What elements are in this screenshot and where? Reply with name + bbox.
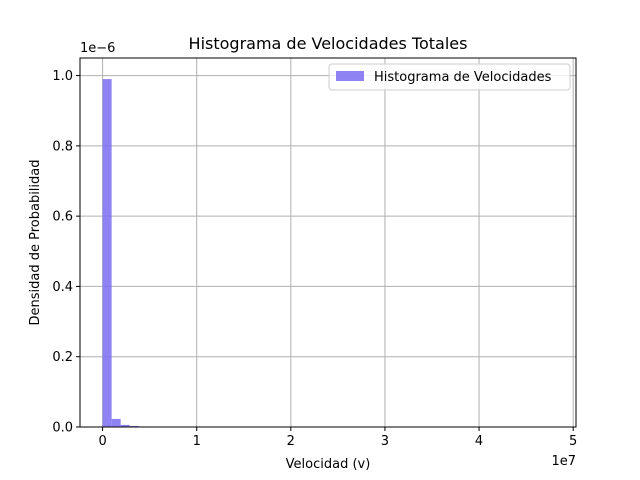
x-tick-label: 3 <box>381 434 389 449</box>
y-tick-label: 0.6 <box>52 210 73 225</box>
y-tick-label: 0.4 <box>52 280 73 295</box>
y-axis-label: Densidad de Probabilidad <box>28 159 43 325</box>
x-axis-offset-label: 1e7 <box>551 454 576 469</box>
y-tick-label: 0.8 <box>52 139 73 154</box>
x-axis-label: Velocidad (v) <box>286 457 371 472</box>
histogram-bar <box>120 424 130 427</box>
y-axis-offset-label: 1e−6 <box>80 41 115 56</box>
histogram-bar <box>102 79 112 427</box>
legend-swatch <box>336 71 364 81</box>
legend-label: Histograma de Velocidades <box>374 70 552 85</box>
y-tick-label: 0.0 <box>52 421 73 436</box>
y-tick-label: 1.0 <box>52 69 73 84</box>
histogram-bar <box>129 425 139 427</box>
x-tick-label: 4 <box>475 434 483 449</box>
plot-frame <box>79 57 577 428</box>
x-tick-label: 0 <box>98 434 106 449</box>
legend-box <box>328 63 571 91</box>
grid <box>80 58 576 428</box>
ticks: 0 1 2 3 4 5 0.0 0.2 0.4 0.6 0.8 1.0 <box>52 69 577 449</box>
y-tick-label: 0.2 <box>52 350 73 365</box>
x-tick-label: 5 <box>569 434 577 449</box>
x-tick-label: 1 <box>193 434 201 449</box>
histogram-bar <box>111 418 121 427</box>
x-tick-label: 2 <box>287 434 295 449</box>
chart-title: Histograma de Velocidades Totales <box>189 34 468 53</box>
legend: Histograma de Velocidades <box>328 63 571 91</box>
